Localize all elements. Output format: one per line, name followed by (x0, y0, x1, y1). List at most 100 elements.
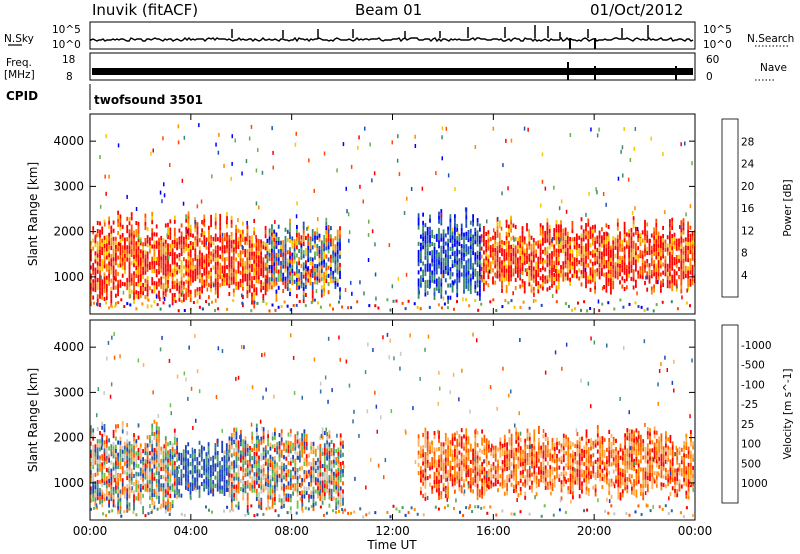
echo-cell (296, 237, 298, 242)
colorbar-frame (721, 118, 739, 298)
echo-cell (433, 479, 436, 484)
echo-cell (142, 477, 144, 482)
echo-cell (605, 247, 608, 252)
echo-cell (112, 269, 115, 274)
echo-cell (191, 458, 194, 463)
echo-cell (510, 220, 512, 225)
echo-cell (299, 241, 301, 246)
echo-cell (230, 465, 233, 470)
echo-cell (309, 236, 312, 241)
echo-cell (553, 252, 556, 257)
echo-cell (115, 465, 117, 470)
echo-cell (173, 493, 176, 498)
echo-cell (223, 471, 226, 476)
echo-cell (244, 265, 247, 270)
echo-cell (242, 488, 245, 493)
echo-cell (289, 222, 291, 227)
echo-cell (307, 233, 310, 238)
echo-cell (648, 263, 651, 268)
echo-cell (128, 249, 131, 254)
echo-cell (373, 171, 376, 176)
echo-cell (255, 488, 258, 493)
echo-cell (637, 246, 640, 251)
colorbar-label: Power [dB] (782, 179, 794, 236)
echo-cell (289, 477, 292, 482)
echo-cell (296, 488, 299, 493)
echo-cell (389, 308, 392, 312)
echo-cell (323, 151, 326, 156)
echo-cell (460, 244, 463, 249)
echo-cell (501, 268, 503, 273)
echo-cell (619, 239, 621, 244)
echo-cell (562, 265, 565, 270)
echo-cell (312, 462, 315, 467)
echo-cell (546, 246, 549, 251)
echo-cell (308, 461, 310, 466)
echo-cell (682, 222, 685, 227)
echo-cell (496, 274, 499, 279)
echo-cell (235, 472, 238, 477)
echo-cell (447, 490, 449, 495)
echo-cell (548, 285, 551, 290)
echo-cell (171, 293, 174, 298)
echo-cell (280, 502, 283, 507)
echo-cell (424, 427, 427, 432)
echo-cell (619, 264, 621, 269)
echo-cell (155, 466, 158, 471)
echo-cell (644, 236, 646, 241)
echo-cell (508, 277, 510, 282)
echo-cell (251, 431, 254, 436)
echo-cell (625, 285, 628, 290)
echo-cell (321, 451, 324, 456)
echo-cell (105, 468, 108, 473)
echo-cell (422, 457, 424, 462)
echo-cell (644, 248, 646, 253)
echo-cell (653, 227, 655, 232)
echo-cell (94, 271, 97, 276)
echo-cell (453, 307, 455, 311)
echo-cell (684, 257, 687, 262)
echo-cell (607, 277, 610, 282)
echo-cell (503, 261, 506, 266)
echo-cell (126, 459, 129, 464)
echo-cell (438, 264, 440, 269)
echo-cell (326, 489, 328, 494)
echo-cell (210, 456, 212, 461)
echo-cell (458, 266, 461, 271)
echo-cell (512, 291, 514, 296)
echo-cell (630, 240, 633, 245)
echo-cell (228, 267, 231, 272)
echo-cell (187, 458, 190, 463)
echo-cell (307, 258, 310, 263)
echo-cell (451, 239, 454, 244)
echo-cell (271, 256, 273, 261)
echo-cell (173, 489, 176, 494)
echo-cell (308, 482, 310, 487)
echo-cell (149, 487, 151, 492)
echo-cell (605, 243, 608, 248)
echo-cell (240, 466, 242, 471)
echo-cell (176, 490, 178, 495)
echo-cell (214, 467, 217, 472)
echo-cell (444, 253, 447, 258)
echo-cell (442, 462, 445, 467)
echo-cell (496, 241, 499, 246)
echo-cell (682, 258, 685, 263)
echo-cell (451, 272, 454, 277)
echo-cell (546, 226, 549, 231)
echo-cell (485, 268, 488, 273)
echo-cell (201, 289, 203, 294)
echo-cell (99, 241, 101, 246)
echo-cell (447, 267, 449, 272)
echo-cell (451, 284, 454, 289)
echo-cell (454, 254, 456, 259)
echo-cell (454, 234, 456, 239)
echo-cell (318, 266, 321, 271)
echo-cell (171, 467, 174, 472)
echo-cell (508, 257, 510, 262)
echo-cell (503, 277, 506, 282)
echo-cell (287, 481, 290, 486)
echo-cell (105, 435, 108, 440)
echo-cell (103, 264, 106, 269)
echo-cell (641, 230, 644, 235)
